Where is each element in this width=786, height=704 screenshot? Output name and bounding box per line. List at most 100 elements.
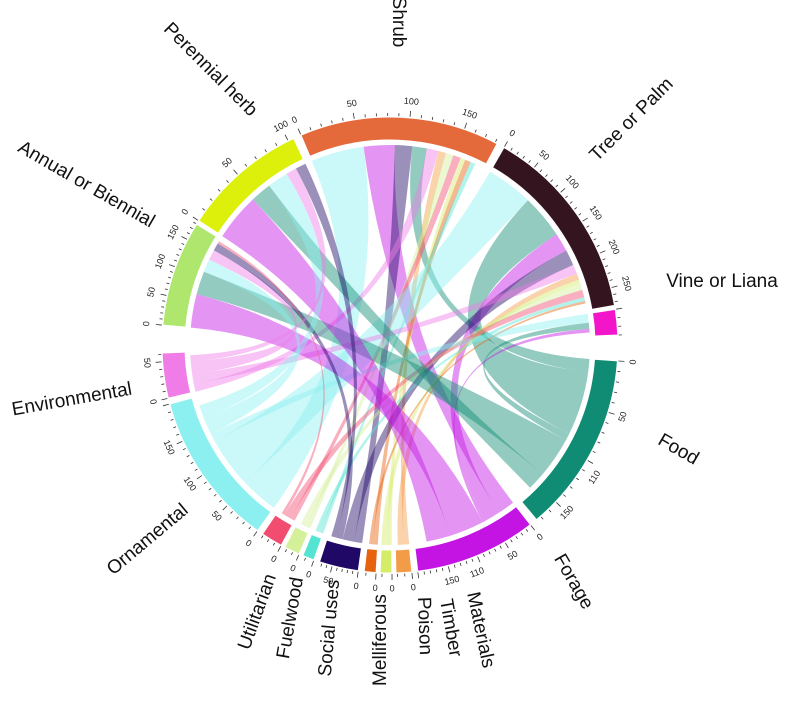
tick-mark-tree (550, 179, 554, 183)
tick-mark-food (540, 516, 544, 520)
tick-mark-forage (459, 562, 462, 566)
tick-mark-forage (530, 525, 535, 531)
tick-mark-tree (613, 293, 617, 295)
tick-mark-ornamental (203, 481, 207, 485)
arc-poison (363, 548, 379, 574)
tick-mark-ornamental (190, 461, 194, 465)
tick-label-annual: 0 (141, 321, 151, 327)
tick-mark-shrub (342, 117, 344, 121)
chord-tree-timber (381, 279, 581, 545)
tick-mark-annual (169, 264, 175, 268)
tick-mark-annual (178, 248, 182, 251)
tick-mark-food (563, 494, 566, 497)
tick-mark-forage (505, 542, 509, 549)
tick-mark-melliferous (320, 563, 323, 567)
segment-label-utilitarian: Utilitarian (234, 571, 281, 653)
tick-mark-forage (441, 567, 444, 571)
tick-mark-ornamental (222, 505, 228, 511)
segment-label-vine: Vine or Liana (666, 271, 778, 292)
tick-mark-shrub (431, 116, 434, 121)
tick-label-forage: 0 (535, 531, 545, 542)
tick-mark-perennial (192, 216, 199, 221)
arc-food (521, 358, 618, 521)
tick-label-tree: 100 (564, 173, 581, 191)
chord-vine-ornamental (210, 313, 589, 442)
chord-shrub-social (319, 162, 476, 534)
arc-social (302, 533, 323, 561)
tick-mark-tree (582, 217, 588, 222)
tick-label-food: 50 (616, 410, 629, 423)
tick-mark-materials (411, 572, 413, 579)
tick-label-perennial: 100 (272, 118, 290, 134)
chord-perennial-food (252, 185, 543, 488)
tick-mark-ornamental (230, 511, 233, 514)
chord-shrub-utilitarian (290, 155, 461, 521)
tick-mark-forage (477, 556, 481, 563)
tick-mark-tree (589, 231, 593, 235)
tick-mark-shrub (453, 122, 456, 126)
tick-mark-tree (560, 188, 566, 193)
tick-label-ornamental: 100 (182, 475, 199, 493)
tick-mark-ornamental (167, 411, 172, 414)
tick-label-poison: 0 (372, 583, 378, 593)
tick-label-environmental: 50 (142, 358, 153, 369)
tick-label-ornamental: 50 (210, 509, 224, 523)
tick-label-shrub: 0 (290, 114, 299, 125)
tick-mark-melliferous (341, 568, 343, 573)
tick-mark-social (304, 557, 306, 561)
arc-annual (162, 223, 217, 328)
chord-tree-environmental (192, 264, 577, 385)
segment-arcs (161, 116, 619, 574)
tick-mark-shrub (297, 128, 301, 135)
tick-label-ornamental: 0 (244, 538, 254, 549)
chord-shrub-forage (363, 145, 514, 513)
tick-mark-perennial (209, 198, 213, 201)
tick-label-melliferous: 50 (322, 574, 334, 586)
tick-mark-food (587, 460, 594, 464)
arc-environmental (161, 351, 192, 399)
tick-mark-forage (453, 564, 456, 568)
tick-mark-melliferous (325, 565, 328, 569)
tick-mark-tree (522, 155, 525, 159)
tick-mark-perennial (254, 156, 257, 160)
tick-mark-utilitarian (277, 546, 282, 552)
arc-ornamental (169, 397, 272, 532)
tick-mark-tree (609, 279, 613, 281)
segment-label-poison: Poison (413, 597, 436, 656)
tick-label-annual: 50 (145, 286, 157, 298)
segment-label-shrub: Shrub (388, 0, 409, 47)
tick-label-fuelwood: 0 (289, 563, 298, 574)
tick-mark-annual (164, 288, 168, 290)
tick-mark-ornamental (242, 521, 245, 525)
chord-annual-environmental (190, 250, 297, 375)
tick-mark-environmental (161, 383, 165, 385)
chord-annual-forage (190, 294, 483, 536)
tick-mark-ornamental (176, 440, 183, 445)
tick-label-tree: 150 (588, 204, 605, 222)
arc-perennial (198, 137, 305, 235)
segment-label-ornamental: Ornamental (103, 500, 193, 580)
tick-mark-annual (176, 253, 180, 256)
tick-label-ornamental: 150 (162, 438, 177, 456)
tick-mark-annual (193, 221, 197, 224)
tick-mark-food (611, 402, 615, 404)
chord-tree-ornamental (214, 171, 529, 484)
tick-mark-tree (516, 151, 519, 155)
tick-mark-food (608, 412, 615, 415)
tick-mark-food (592, 450, 596, 454)
tick-mark-forage (447, 566, 451, 573)
tick-label-annual: 150 (165, 223, 181, 241)
tick-mark-tree (510, 147, 513, 151)
segment-label-social: Social uses (315, 579, 344, 678)
tick-mark-perennial (202, 208, 206, 211)
tick-mark-forage (471, 558, 474, 562)
tick-mark-shrub (320, 123, 322, 127)
tick-mark-tree (614, 300, 618, 303)
tick-mark-perennial (264, 149, 267, 153)
tick-mark-annual (162, 300, 166, 302)
tick-mark-vine (616, 307, 623, 310)
tick-mark-ornamental (219, 499, 222, 503)
chord-perennial-ornamental (199, 173, 324, 419)
tick-label-food: 0 (628, 359, 638, 365)
tick-label-perennial: 50 (220, 155, 234, 169)
